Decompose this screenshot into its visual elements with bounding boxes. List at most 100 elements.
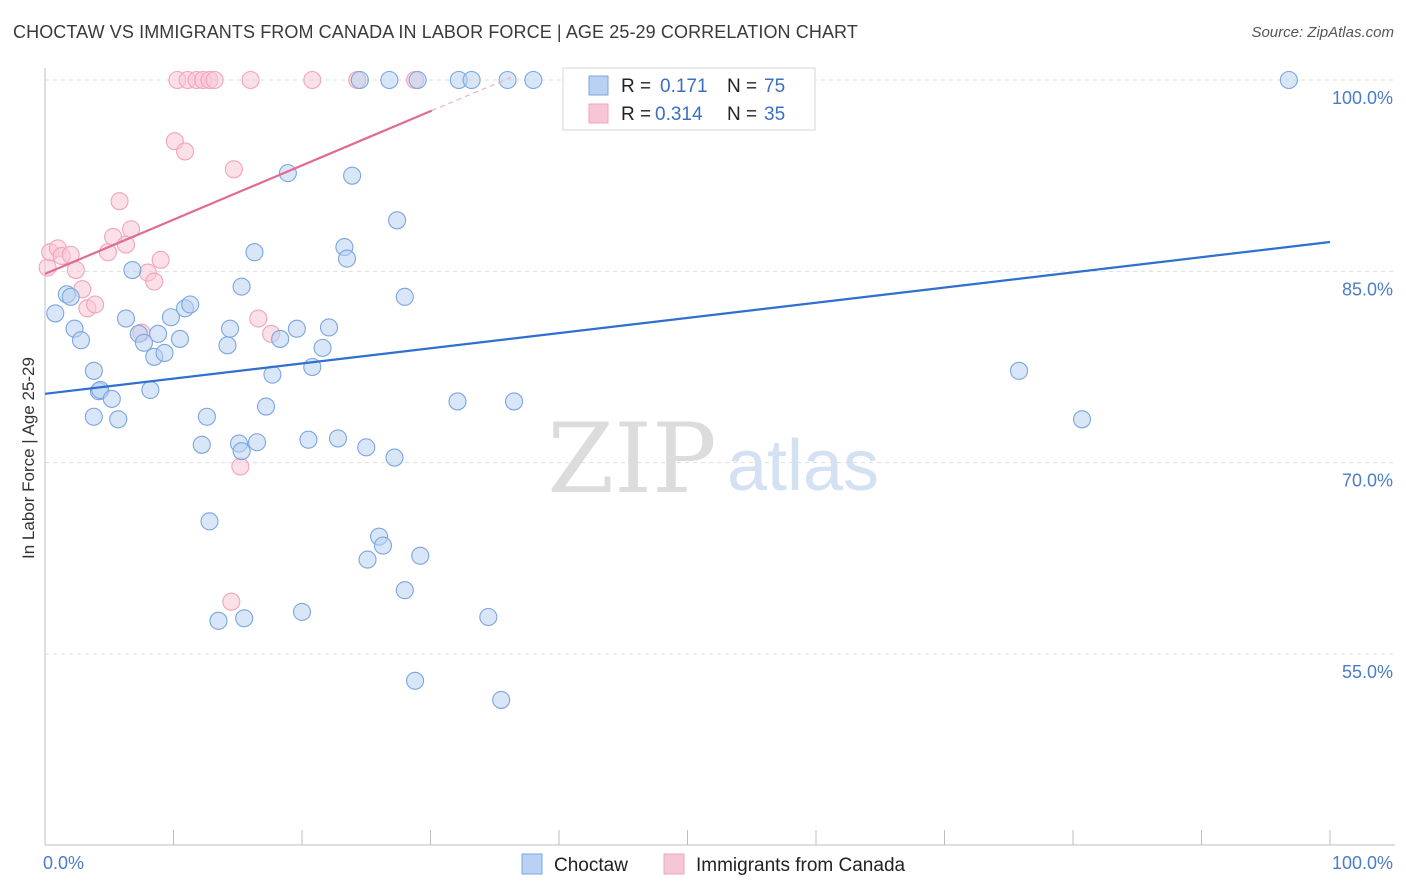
choctaw-point bbox=[218, 336, 237, 355]
choctaw-point bbox=[292, 602, 312, 621]
legend-box: R = 0.171 N = 75 R = 0.314 N = 35 bbox=[562, 67, 816, 131]
y-tick-label: 85.0% bbox=[1342, 279, 1393, 299]
choctaw-point bbox=[319, 318, 339, 337]
choctaw-point bbox=[1009, 361, 1029, 380]
canada-point bbox=[241, 70, 260, 90]
choctaw-point bbox=[504, 392, 524, 411]
legend-r-canada: 0.314 bbox=[655, 104, 703, 125]
choctaw-point bbox=[209, 611, 228, 630]
y-tick-labels: 100.0% 85.0% 70.0% 55.0% bbox=[1332, 88, 1393, 682]
canada-point bbox=[224, 160, 243, 179]
choctaw-point bbox=[395, 581, 414, 600]
chart-title: CHOCTAW VS IMMIGRANTS FROM CANADA IN LAB… bbox=[13, 22, 858, 42]
legend-swatch-choctaw bbox=[588, 75, 609, 96]
choctaw-point bbox=[1279, 70, 1298, 90]
bottom-legend-canada: Immigrants from Canada bbox=[696, 855, 906, 876]
watermark-zip: ZIP bbox=[547, 403, 716, 515]
legend-r-choctaw: 0.171 bbox=[660, 76, 708, 97]
legend-n-label: N = bbox=[727, 104, 757, 125]
series-choctaw-points bbox=[46, 70, 1298, 709]
grid-lines bbox=[45, 79, 1395, 655]
choctaw-point bbox=[102, 389, 121, 408]
y-tick-label: 100.0% bbox=[1332, 88, 1393, 108]
choctaw-point bbox=[462, 70, 481, 90]
canada-trend-line bbox=[44, 109, 433, 275]
canada-point bbox=[145, 272, 164, 291]
choctaw-point bbox=[498, 70, 517, 90]
canada-point bbox=[303, 70, 322, 90]
choctaw-point bbox=[343, 166, 362, 185]
legend-swatch-canada bbox=[588, 103, 609, 124]
canada-point bbox=[231, 457, 250, 476]
canada-point bbox=[151, 250, 170, 269]
y-tick-label: 70.0% bbox=[1342, 471, 1393, 491]
choctaw-point bbox=[161, 308, 180, 327]
legend-r-label: R = bbox=[621, 104, 651, 125]
bottom-legend-swatch-canada bbox=[663, 853, 685, 875]
choctaw-point bbox=[84, 361, 103, 380]
bottom-legend-choctaw: Choctaw bbox=[554, 855, 628, 876]
choctaw-point bbox=[220, 319, 240, 338]
choctaw-point bbox=[448, 392, 467, 411]
bottom-legend-swatch-choctaw bbox=[521, 853, 543, 875]
choctaw-point bbox=[395, 287, 414, 306]
canada-point bbox=[110, 192, 129, 211]
choctaw-point bbox=[245, 243, 264, 262]
canada-point bbox=[222, 592, 241, 611]
choctaw-point bbox=[232, 277, 251, 296]
trend-lines bbox=[44, 75, 1331, 395]
choctaw-point bbox=[373, 536, 393, 555]
choctaw-point bbox=[84, 407, 103, 426]
choctaw-point bbox=[141, 380, 160, 400]
choctaw-point bbox=[170, 329, 189, 348]
choctaw-point bbox=[328, 429, 348, 448]
choctaw-point bbox=[181, 295, 200, 314]
choctaw-point bbox=[232, 442, 251, 461]
choctaw-point bbox=[46, 304, 65, 323]
choctaw-point bbox=[313, 338, 332, 357]
watermark-atlas: atlas bbox=[727, 426, 879, 506]
choctaw-point bbox=[109, 410, 128, 429]
choctaw-point bbox=[479, 607, 498, 627]
choctaw-point bbox=[123, 261, 142, 280]
chart-source: Source: ZipAtlas.com bbox=[1251, 24, 1394, 41]
legend-n-choctaw: 75 bbox=[764, 76, 785, 97]
choctaw-point bbox=[408, 70, 427, 90]
choctaw-point bbox=[358, 550, 377, 569]
canada-point bbox=[249, 309, 268, 328]
y-tick-label: 55.0% bbox=[1342, 662, 1393, 682]
choctaw-point bbox=[61, 287, 80, 306]
choctaw-point bbox=[299, 430, 318, 449]
choctaw-point bbox=[247, 433, 267, 452]
choctaw-point bbox=[357, 438, 376, 457]
choctaw-point bbox=[411, 546, 430, 565]
choctaw-point bbox=[350, 70, 369, 90]
canada-point bbox=[205, 70, 224, 90]
choctaw-point bbox=[200, 512, 219, 531]
canada-point bbox=[86, 295, 105, 314]
choctaw-point bbox=[385, 448, 404, 467]
choctaw-point bbox=[155, 343, 174, 363]
canada-point bbox=[176, 142, 195, 161]
choctaw-point bbox=[388, 211, 407, 230]
choctaw-point bbox=[492, 690, 511, 709]
choctaw-point bbox=[235, 609, 254, 628]
choctaw-point bbox=[192, 435, 211, 454]
choctaw-point bbox=[116, 309, 136, 328]
y-axis-label: In Labor Force | Age 25-29 bbox=[19, 357, 38, 559]
choctaw-point bbox=[197, 407, 216, 426]
legend-n-label: N = bbox=[727, 76, 757, 97]
x-tick-label: 100.0% bbox=[1332, 853, 1393, 873]
x-tick-label: 0.0% bbox=[43, 853, 84, 873]
choctaw-point bbox=[406, 671, 425, 690]
choctaw-point bbox=[71, 331, 91, 350]
choctaw-point bbox=[524, 70, 543, 90]
choctaw-point bbox=[134, 333, 153, 352]
choctaw-point bbox=[149, 324, 168, 343]
bottom-legend: Choctaw Immigrants from Canada bbox=[521, 853, 906, 876]
choctaw-point bbox=[337, 249, 357, 268]
legend-r-label: R = bbox=[621, 76, 651, 97]
choctaw-point bbox=[271, 329, 290, 348]
choctaw-point bbox=[256, 397, 276, 416]
